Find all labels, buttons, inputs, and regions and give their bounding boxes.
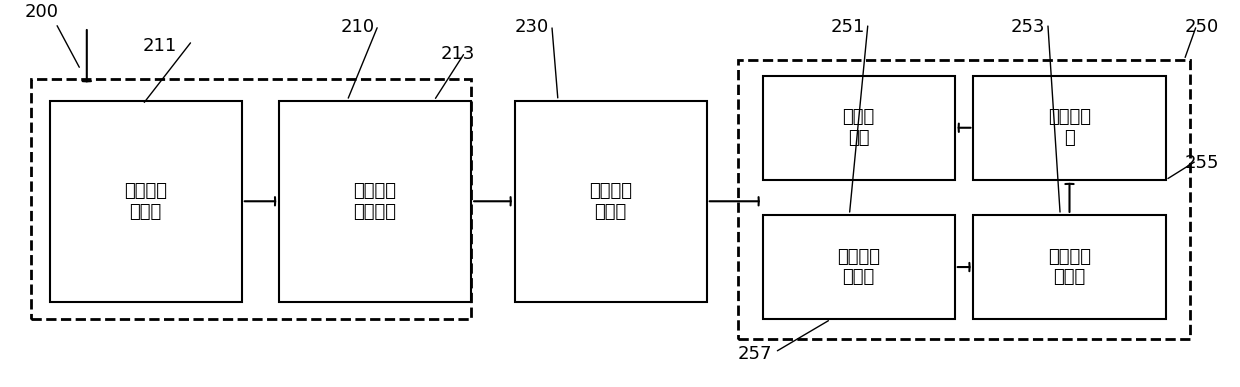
Text: 210: 210: [341, 18, 376, 36]
Text: 优化子
单元: 优化子 单元: [842, 108, 875, 147]
FancyBboxPatch shape: [50, 101, 242, 302]
Text: 生长子单
元: 生长子单 元: [1048, 108, 1091, 147]
Text: 椎体轴线
定位单元: 椎体轴线 定位单元: [353, 182, 397, 221]
Text: 255: 255: [1184, 154, 1219, 171]
Text: 257: 257: [738, 345, 773, 363]
Text: 循环计算
子单元: 循环计算 子单元: [1048, 248, 1091, 286]
Text: 种子点选
取单元: 种子点选 取单元: [589, 182, 632, 221]
FancyBboxPatch shape: [973, 75, 1166, 180]
Text: 211: 211: [143, 38, 177, 55]
Text: 250: 250: [1184, 18, 1219, 36]
Text: 200: 200: [25, 3, 58, 21]
FancyBboxPatch shape: [973, 215, 1166, 319]
Text: 213: 213: [440, 45, 475, 63]
FancyBboxPatch shape: [763, 75, 955, 180]
Text: 初始计算
子单元: 初始计算 子单元: [837, 248, 880, 286]
Text: 230: 230: [515, 18, 549, 36]
Text: 253: 253: [1011, 18, 1045, 36]
FancyBboxPatch shape: [279, 101, 471, 302]
FancyBboxPatch shape: [515, 101, 707, 302]
FancyBboxPatch shape: [763, 215, 955, 319]
Text: 气管线定
位单元: 气管线定 位单元: [124, 182, 167, 221]
Text: 251: 251: [831, 18, 866, 36]
